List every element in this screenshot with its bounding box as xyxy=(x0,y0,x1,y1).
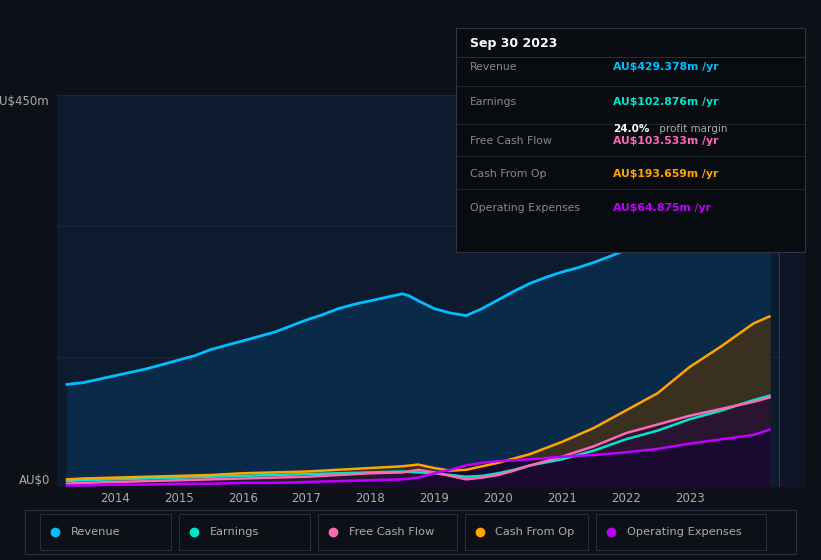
Text: AU$103.533m /yr: AU$103.533m /yr xyxy=(612,136,718,146)
Text: Operating Expenses: Operating Expenses xyxy=(470,203,580,213)
Text: profit margin: profit margin xyxy=(656,124,727,134)
Text: Revenue: Revenue xyxy=(71,527,121,537)
Text: Cash From Op: Cash From Op xyxy=(495,527,575,537)
Text: Operating Expenses: Operating Expenses xyxy=(626,527,741,537)
Text: AU$450m: AU$450m xyxy=(0,95,50,108)
Text: Earnings: Earnings xyxy=(210,527,259,537)
Text: Earnings: Earnings xyxy=(470,97,516,108)
Text: AU$0: AU$0 xyxy=(19,474,50,487)
Text: 24.0%: 24.0% xyxy=(612,124,649,134)
Text: Sep 30 2023: Sep 30 2023 xyxy=(470,37,557,50)
Text: Free Cash Flow: Free Cash Flow xyxy=(349,527,434,537)
Text: Cash From Op: Cash From Op xyxy=(470,169,546,179)
Text: AU$102.876m /yr: AU$102.876m /yr xyxy=(612,97,718,108)
Text: AU$64.875m /yr: AU$64.875m /yr xyxy=(612,203,711,213)
Text: AU$193.659m /yr: AU$193.659m /yr xyxy=(612,169,718,179)
Text: AU$429.378m /yr: AU$429.378m /yr xyxy=(612,62,718,72)
Text: Free Cash Flow: Free Cash Flow xyxy=(470,136,552,146)
Text: Revenue: Revenue xyxy=(470,62,517,72)
